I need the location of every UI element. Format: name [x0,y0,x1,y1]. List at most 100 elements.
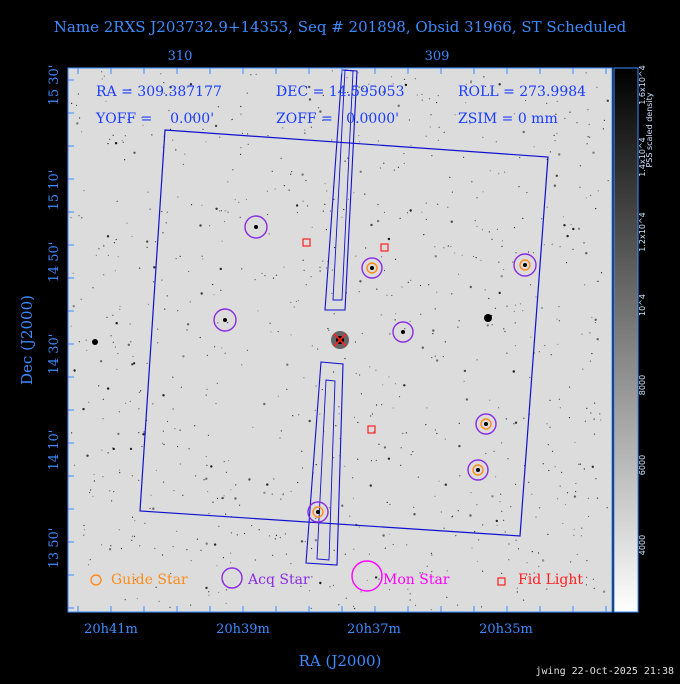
background-star [346,77,348,79]
background-star [113,242,115,244]
fid-light-marker[interactable] [302,238,311,247]
background-star [322,119,324,121]
background-star [388,533,390,535]
background-star [122,141,124,143]
background-star [175,149,177,151]
background-star [495,141,497,143]
background-star [192,116,194,118]
background-star [559,246,561,248]
background-star [93,473,95,476]
background-star [315,385,317,387]
background-star [585,252,588,255]
background-star [602,590,606,593]
background-star [413,513,416,516]
fid-light-marker[interactable] [367,425,376,434]
background-star [541,218,543,220]
background-star [435,359,439,362]
background-star [524,99,527,102]
acq-star-marker[interactable] [307,501,329,523]
background-star [591,316,593,319]
guide-star-marker[interactable] [366,262,378,274]
background-star [71,102,73,104]
background-star [329,210,332,212]
background-star [471,547,473,549]
background-star [186,329,188,331]
background-star [280,430,282,432]
guide-star-marker[interactable] [472,464,484,476]
background-star [360,591,362,593]
background-star [321,389,323,391]
background-star [231,119,233,121]
acq-star-marker[interactable] [244,215,268,239]
background-star [282,127,284,129]
background-star [347,198,349,200]
plot-frame [67,67,613,613]
background-star [570,561,572,563]
background-star [519,156,521,159]
acq-star-marker[interactable] [392,321,414,343]
background-star [329,586,331,588]
background-star [227,181,229,183]
background-star [469,514,472,517]
background-star [93,480,95,482]
background-star [585,584,588,586]
background-star [576,122,578,124]
acq-star-marker[interactable] [513,253,537,277]
background-star [566,234,569,238]
guide-star-marker[interactable] [312,506,324,518]
background-star [491,314,493,317]
background-star [583,468,585,470]
legend-mon-icon [351,560,383,592]
background-star [457,510,459,512]
background-star [82,407,85,411]
guide-star-marker[interactable] [480,418,492,430]
background-star [296,211,298,214]
background-star [142,433,145,436]
background-star [166,420,169,423]
background-star [408,119,410,121]
background-star [352,497,354,499]
background-star [531,551,533,553]
background-star [508,543,510,545]
background-star [141,117,143,119]
background-star [280,498,282,500]
background-star [349,515,351,517]
background-star [338,413,340,415]
background-star [225,471,227,473]
background-star [290,563,292,565]
background-star [179,255,181,257]
background-star [160,73,162,75]
background-star [103,274,105,276]
background-star [169,582,171,584]
background-star [212,501,214,503]
background-star [354,608,356,610]
background-star [489,399,491,401]
background-star [551,243,553,245]
background-star [283,185,285,187]
background-star [76,122,79,125]
background-star [558,398,561,400]
fid-light-marker[interactable] [380,243,389,252]
background-star [261,272,263,274]
acq-star-marker[interactable] [467,459,489,481]
background-star [417,476,419,478]
background-star [322,210,324,212]
left-tick-label: 13 50' [47,528,62,569]
background-star [129,447,133,451]
background-star [288,189,290,191]
background-star [409,593,411,595]
background-star [107,452,109,454]
left-tick-label: 14 10' [47,430,62,471]
background-star [311,576,313,578]
background-star [504,330,506,333]
acq-star-marker[interactable] [213,308,237,332]
acq-star-marker[interactable] [361,257,383,279]
acq-star-marker[interactable] [475,413,497,435]
background-star [556,100,558,102]
background-star [413,506,415,508]
background-star [377,203,379,206]
background-star [304,541,306,543]
guide-star-marker[interactable] [519,259,531,271]
background-star [514,421,518,424]
background-star [584,420,587,422]
